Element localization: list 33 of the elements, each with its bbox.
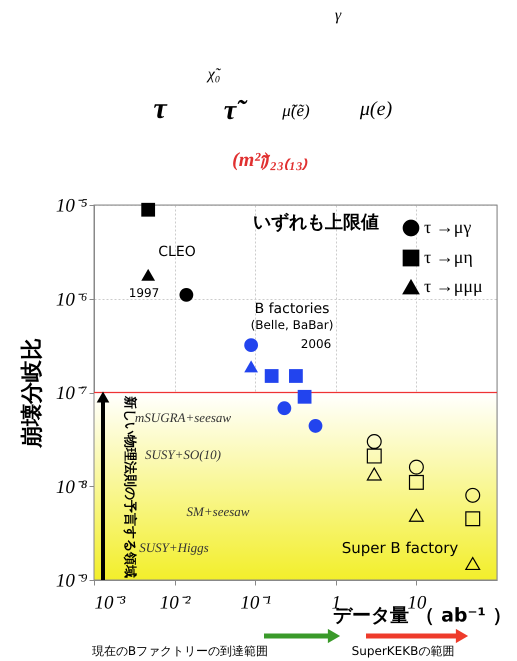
annotation: SUSY+Higgs — [139, 540, 209, 555]
legend-label: τ →μμμ — [424, 276, 483, 296]
text: μ̃(ẽ) — [281, 101, 310, 120]
annotation: Super B factory — [342, 539, 458, 557]
annotation: B factories — [254, 301, 330, 317]
y-tick-label: 10⁻⁶ — [56, 289, 88, 310]
legend-label: τ →μγ — [424, 217, 472, 237]
text: 現在のBファクトリーの到達範囲 — [92, 644, 268, 658]
annotation: (Belle, BaBar) — [250, 318, 334, 332]
annotation: CLEO — [158, 244, 196, 260]
text: (m²ₗ̃)₂₃₍₁₃₎ — [232, 149, 308, 171]
annotation: mSUGRA+seesaw — [134, 410, 232, 425]
annotation: 1997 — [128, 286, 160, 300]
text: SuperKEKBの範囲 — [352, 644, 454, 658]
x-tick-label: 10⁻¹ — [240, 592, 272, 614]
text: χ̃₀ — [206, 66, 222, 83]
text: τ̃ — [224, 95, 248, 126]
y-tick-label: 10⁻⁵ — [56, 196, 88, 216]
y-axis-title: 崩壊分岐比 — [20, 338, 45, 449]
annotation: いずれも上限値 — [253, 212, 379, 233]
text: γ — [334, 7, 342, 24]
annotation: SM+seesaw — [186, 504, 250, 519]
x-tick-label: 10 — [407, 592, 427, 614]
annotation: 2006 — [300, 337, 332, 351]
y-tick-label: 10⁻⁹ — [56, 570, 88, 592]
legend-label: τ →μη — [424, 247, 473, 267]
x-tick-label: 10⁻² — [160, 592, 191, 614]
text: μ(e) — [358, 98, 392, 120]
text: τ — [153, 92, 168, 125]
annotation: SUSY+SO(10) — [145, 447, 221, 462]
x-tick-label: 10⁻³ — [94, 592, 126, 614]
y-tick-label: 10⁻⁷ — [56, 383, 88, 404]
y-tick-label: 10⁻⁸ — [56, 476, 88, 498]
